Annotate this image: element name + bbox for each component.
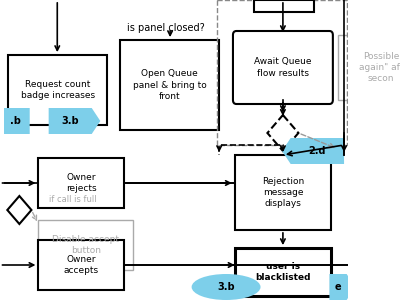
FancyBboxPatch shape (233, 31, 333, 104)
Polygon shape (330, 274, 355, 300)
Text: Await Queue
flow results: Await Queue flow results (254, 57, 312, 78)
Text: Rejection
message
displays: Rejection message displays (262, 176, 304, 208)
Text: user is
blacklisted: user is blacklisted (255, 262, 311, 282)
Polygon shape (0, 108, 30, 134)
Text: Possible
again" aft
secon: Possible again" aft secon (359, 52, 400, 83)
Ellipse shape (192, 274, 260, 300)
Bar (218, 0, 347, 145)
Text: Owner
accepts: Owner accepts (64, 255, 99, 275)
Bar (8, 55, 107, 125)
Text: .b: .b (10, 116, 21, 126)
Polygon shape (49, 108, 100, 134)
Bar (254, 0, 314, 12)
Text: 2.d: 2.d (309, 146, 326, 156)
Text: e: e (335, 282, 341, 292)
Bar (120, 40, 219, 130)
Bar (235, 155, 331, 230)
Polygon shape (282, 138, 344, 164)
Text: 3.b: 3.b (61, 116, 79, 126)
Bar (38, 240, 124, 290)
Text: is panel closed?: is panel closed? (127, 23, 205, 33)
Text: if call is full: if call is full (49, 196, 96, 205)
Text: Open Queue
panel & bring to
front: Open Queue panel & bring to front (133, 69, 206, 101)
Bar (338, 35, 400, 100)
Text: Owner
rejects: Owner rejects (66, 173, 97, 193)
Text: 3.b: 3.b (217, 282, 235, 292)
Text: Disable accept
button: Disable accept button (52, 235, 119, 255)
Text: Request count
badge increases: Request count badge increases (21, 80, 95, 100)
Bar (38, 158, 124, 208)
Bar (38, 220, 133, 270)
Bar (235, 248, 331, 296)
